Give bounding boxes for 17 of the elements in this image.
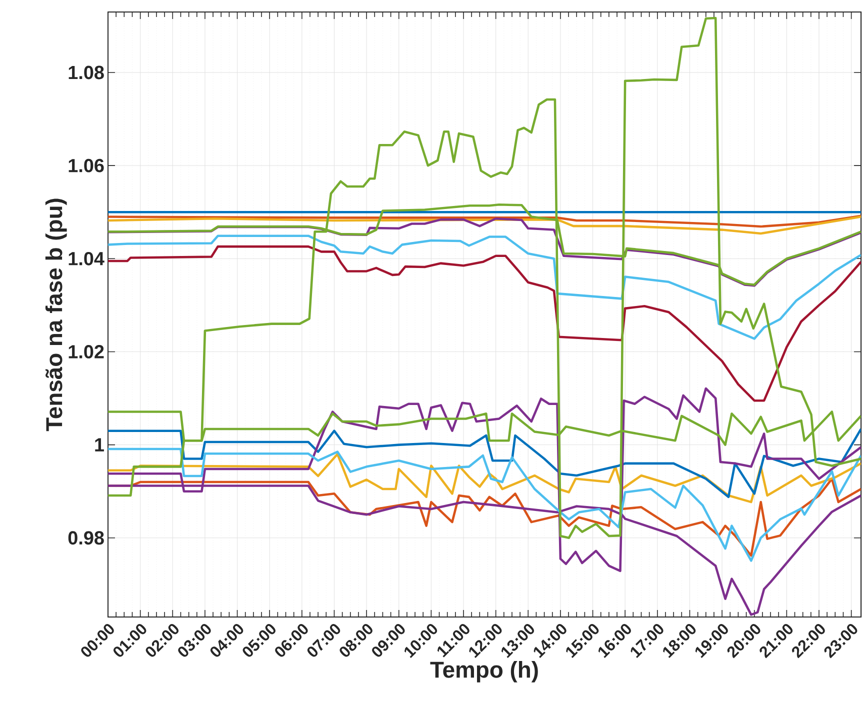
line-series (108, 448, 862, 562)
line-series (108, 245, 862, 402)
y-axis-title: Tensão na fase b (pu) (45, 198, 67, 432)
x-axis-title: Tempo (h) (430, 661, 538, 682)
line-series (108, 216, 862, 235)
line-series (108, 214, 862, 228)
line-series (108, 16, 862, 540)
line-series (108, 428, 862, 498)
y-tick-label: 0.98 (68, 531, 104, 545)
y-tick-label: 1.06 (68, 158, 104, 172)
y-tick-label: 1.08 (68, 66, 104, 80)
line-series (108, 452, 862, 504)
line-series (108, 217, 862, 287)
y-tick-label: 1 (95, 438, 104, 452)
y-tick-label: 1.02 (68, 345, 104, 358)
line-series (108, 234, 862, 340)
y-tick-label: 1.04 (68, 252, 104, 266)
